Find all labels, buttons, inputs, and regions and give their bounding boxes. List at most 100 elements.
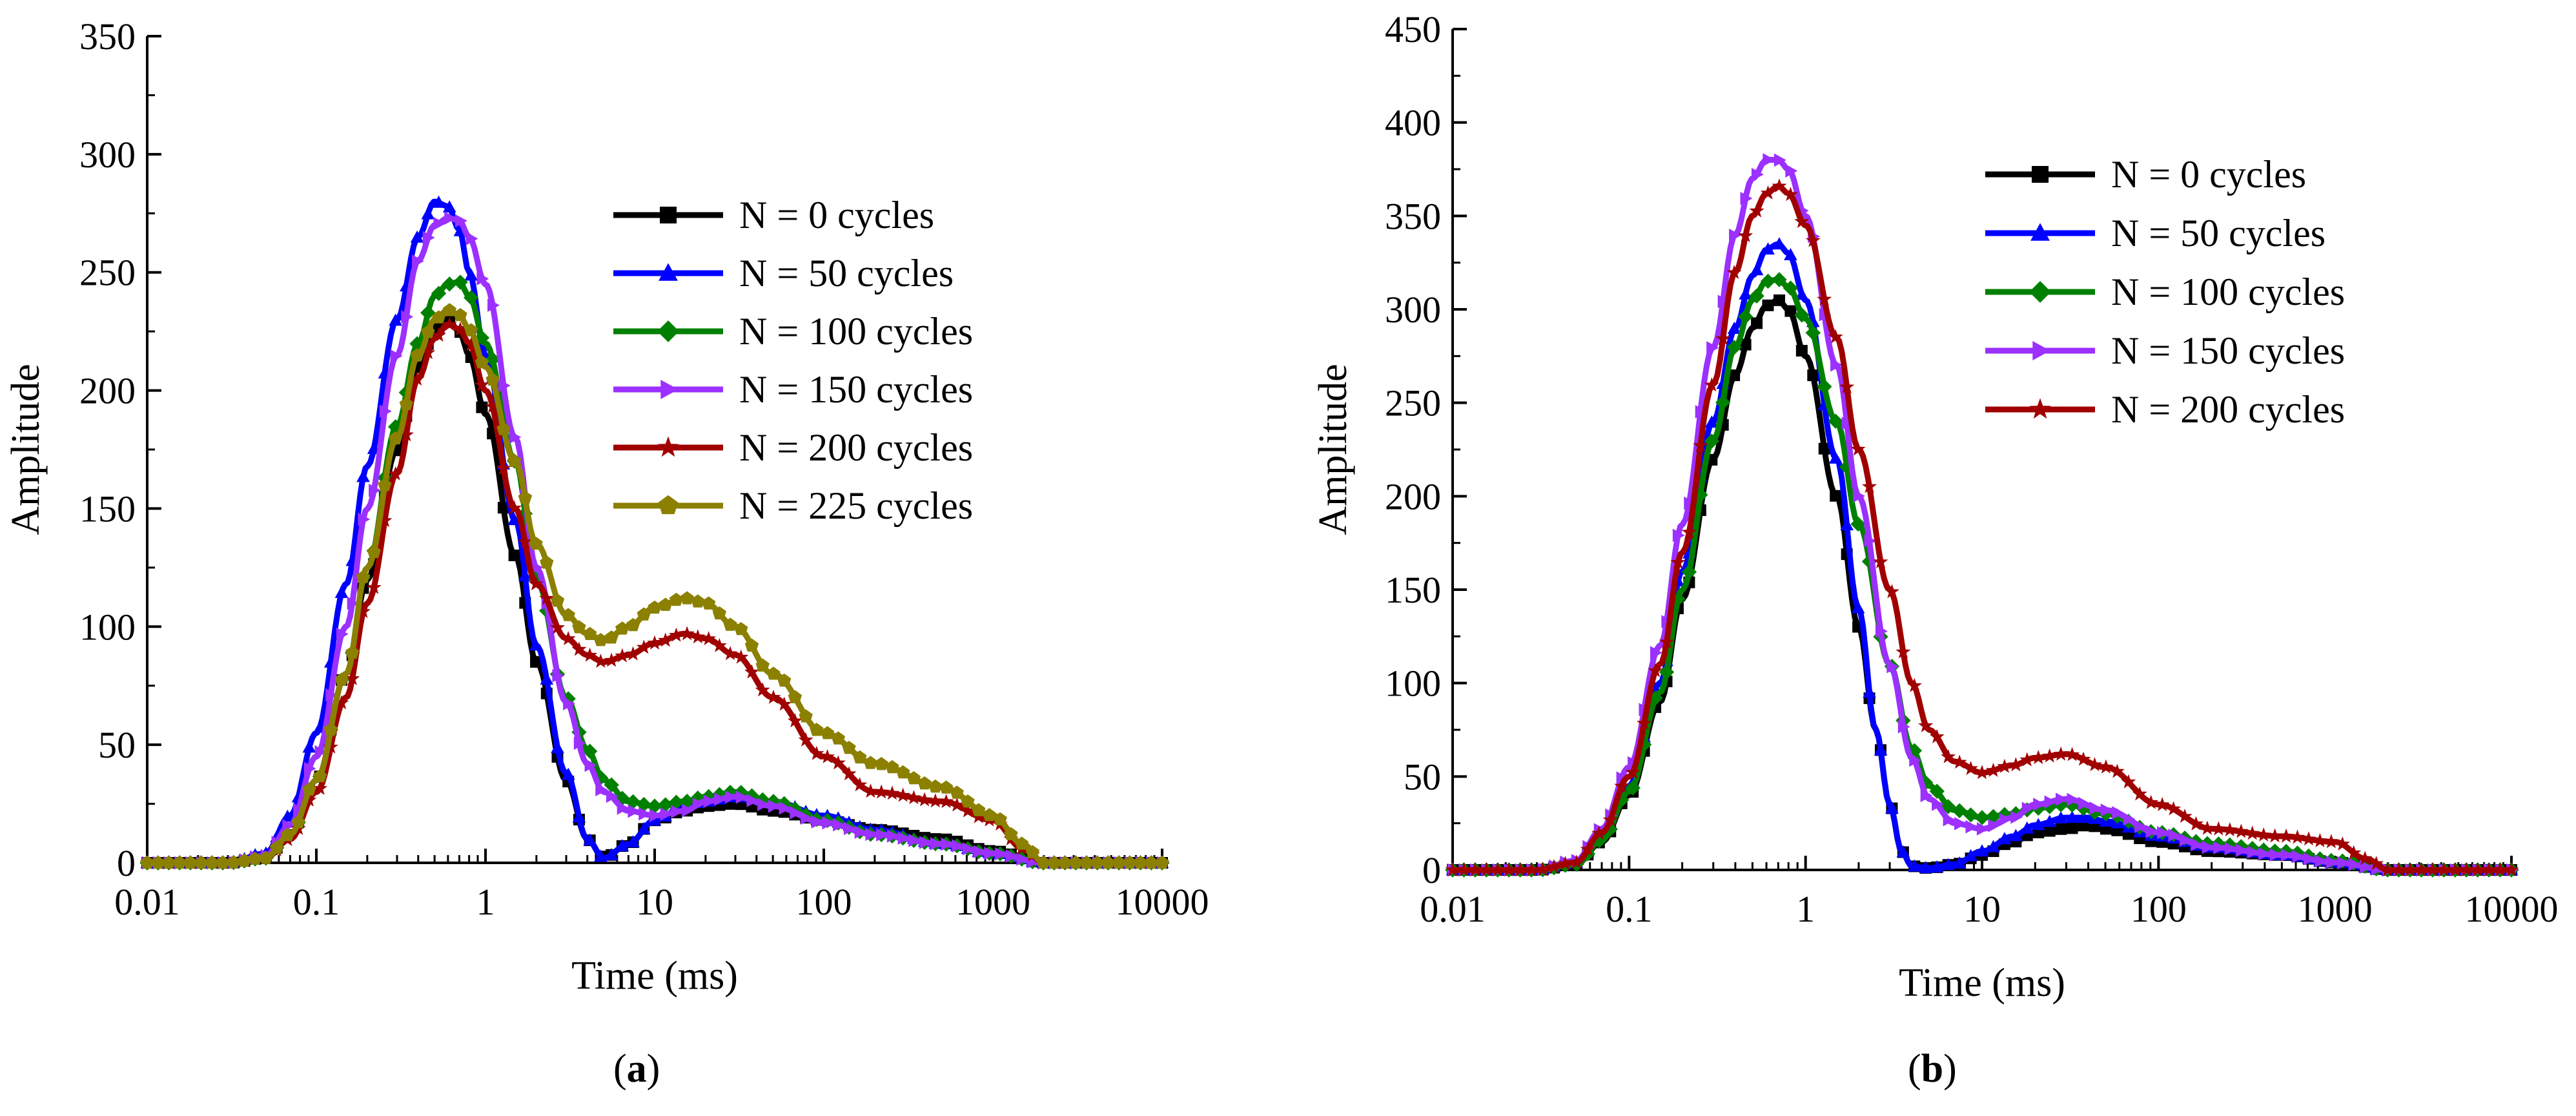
data-point bbox=[540, 672, 554, 685]
y-tick-label: 50 bbox=[98, 724, 136, 766]
data-point bbox=[735, 790, 748, 804]
data-point bbox=[390, 349, 403, 363]
legend-label: N = 225 cycles bbox=[739, 484, 973, 527]
data-point bbox=[453, 321, 468, 336]
data-point bbox=[345, 670, 360, 685]
data-point bbox=[507, 453, 522, 467]
data-point bbox=[1999, 812, 2012, 827]
data-point bbox=[2312, 832, 2327, 847]
data-point bbox=[615, 648, 630, 663]
data-point bbox=[1557, 856, 1573, 871]
data-point bbox=[2066, 822, 2078, 834]
data-point bbox=[1884, 584, 1899, 599]
data-point bbox=[1025, 845, 1040, 858]
data-point bbox=[398, 427, 414, 442]
data-point bbox=[540, 555, 554, 569]
data-point bbox=[1704, 377, 1719, 392]
data-point bbox=[885, 760, 899, 774]
legend-item: N = 50 cycles bbox=[613, 252, 954, 294]
data-point bbox=[486, 372, 500, 386]
data-point bbox=[604, 848, 618, 860]
data-point bbox=[572, 620, 586, 634]
legend-item: N = 200 cycles bbox=[1985, 388, 2345, 431]
data-point bbox=[1036, 855, 1050, 869]
panel-b: 0 50 100 150 200 250 300 350 400 450 0.01 0.1 1 10 100… bbox=[1311, 8, 2559, 1005]
data-point bbox=[660, 807, 673, 822]
data-point bbox=[2448, 862, 2463, 876]
data-point bbox=[151, 855, 165, 869]
data-point bbox=[1014, 836, 1029, 850]
data-point bbox=[442, 303, 456, 316]
data-point bbox=[1681, 524, 1697, 539]
data-point bbox=[701, 596, 716, 610]
data-point bbox=[874, 757, 888, 770]
data-point bbox=[1144, 855, 1158, 869]
series-3 bbox=[139, 274, 1170, 871]
y-tick-label: 400 bbox=[1385, 102, 1441, 144]
data-point bbox=[1874, 743, 1888, 756]
data-point bbox=[563, 697, 576, 710]
data-point bbox=[919, 836, 932, 849]
data-point bbox=[1684, 496, 1697, 510]
data-point bbox=[431, 310, 446, 324]
data-point bbox=[1650, 646, 1662, 659]
data-point bbox=[1932, 798, 1945, 811]
data-point bbox=[1850, 516, 1866, 532]
data-point bbox=[431, 285, 447, 302]
data-point bbox=[1772, 178, 1787, 193]
data-point bbox=[2267, 828, 2283, 843]
data-point bbox=[1906, 677, 1922, 692]
data-point bbox=[367, 544, 381, 559]
data-point bbox=[1016, 852, 1029, 866]
data-point bbox=[1726, 340, 1742, 355]
data-point bbox=[530, 656, 542, 668]
data-point bbox=[1704, 415, 1719, 428]
data-point bbox=[1648, 690, 1663, 706]
data-point bbox=[453, 307, 467, 322]
data-point bbox=[1058, 855, 1072, 869]
data-point bbox=[1760, 273, 1776, 289]
data-point bbox=[518, 568, 532, 581]
data-point bbox=[1907, 859, 1921, 872]
data-point bbox=[1773, 294, 1785, 306]
data-point bbox=[1005, 849, 1018, 863]
data-point bbox=[874, 784, 889, 799]
data-point bbox=[465, 232, 478, 245]
data-point bbox=[1839, 379, 1855, 394]
data-point bbox=[508, 549, 520, 561]
series-line bbox=[1452, 241, 2512, 873]
y-tick-label: 200 bbox=[79, 370, 136, 412]
data-point bbox=[1602, 822, 1618, 837]
data-point bbox=[626, 835, 640, 848]
data-point bbox=[401, 310, 414, 324]
data-point bbox=[464, 268, 478, 281]
data-point bbox=[886, 829, 899, 843]
data-point bbox=[917, 792, 932, 807]
data-point bbox=[2326, 855, 2338, 869]
data-point bbox=[1763, 153, 1775, 167]
y-tick-label: 50 bbox=[1404, 756, 1441, 798]
data-point bbox=[1875, 625, 1888, 638]
x-tick-label: 0.1 bbox=[293, 881, 340, 923]
data-point bbox=[1749, 288, 1764, 304]
data-point bbox=[1954, 816, 1967, 831]
data-point bbox=[529, 536, 543, 550]
data-point bbox=[1761, 242, 1775, 255]
data-point bbox=[615, 621, 629, 635]
data-point bbox=[487, 298, 500, 312]
legend-item: N = 150 cycles bbox=[613, 368, 973, 411]
data-point bbox=[1985, 809, 2001, 825]
data-point bbox=[1941, 858, 1956, 871]
data-point bbox=[1672, 528, 1685, 542]
data-point bbox=[876, 828, 888, 842]
data-point bbox=[671, 805, 684, 819]
data-point bbox=[961, 794, 975, 808]
data-point bbox=[411, 254, 424, 268]
data-point bbox=[312, 769, 327, 783]
caption-a: (a) bbox=[613, 1047, 660, 1091]
data-point bbox=[2123, 812, 2136, 826]
legend-marker bbox=[2030, 223, 2050, 241]
data-point bbox=[1952, 856, 1967, 869]
data-point bbox=[1659, 634, 1675, 649]
data-point bbox=[1739, 287, 1752, 300]
